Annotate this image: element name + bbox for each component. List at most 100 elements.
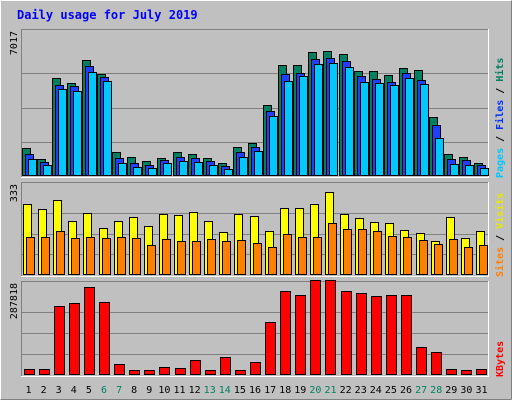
x-tick-label-day-14: 14 <box>219 385 231 396</box>
bar-pages-day-27 <box>420 84 429 176</box>
bar-pages-day-6 <box>103 81 112 176</box>
bar-sites-day-9 <box>147 245 156 275</box>
series-sites <box>26 223 488 275</box>
x-tick-label-day-19: 19 <box>294 385 306 396</box>
bar-kbytes-day-12 <box>190 360 201 375</box>
x-tick-label-day-9: 9 <box>146 385 152 396</box>
bar-sites-day-21 <box>328 223 337 275</box>
x-tick-label-day-23: 23 <box>355 385 367 396</box>
bar-sites-day-16 <box>253 243 262 275</box>
bar-sites-day-27 <box>419 240 428 275</box>
bar-sites-day-11 <box>177 241 186 275</box>
bar-kbytes-day-19 <box>295 295 306 375</box>
x-tick-label-day-20: 20 <box>309 385 321 396</box>
bar-kbytes-day-3 <box>54 306 65 375</box>
bar-pages-day-20 <box>314 64 323 176</box>
bar-sites-day-30 <box>464 247 473 275</box>
bar-sites-day-7 <box>117 237 126 275</box>
bar-pages-day-4 <box>73 91 82 176</box>
bar-kbytes-day-29 <box>446 369 457 375</box>
bar-sites-day-28 <box>434 244 443 275</box>
panel-sites-visits: 333 Sites / Visits <box>9 182 506 277</box>
bar-sites-day-24 <box>373 231 382 275</box>
series-kbytes <box>24 280 487 375</box>
bar-sites-day-26 <box>403 237 412 275</box>
bar-pages-day-7 <box>118 163 127 176</box>
bar-pages-day-18 <box>284 81 293 176</box>
bar-pages-day-12 <box>194 162 203 176</box>
bar-kbytes-day-25 <box>386 295 397 375</box>
legend-kbytes: KBytes <box>495 341 506 377</box>
bar-pages-day-23 <box>360 82 369 176</box>
bar-kbytes-day-21 <box>325 280 336 375</box>
bar-pages-day-11 <box>179 161 188 176</box>
bar-kbytes-day-14 <box>220 357 231 375</box>
legend-visits: Visits <box>494 193 506 229</box>
x-tick-label-day-12: 12 <box>189 385 201 396</box>
bar-kbytes-day-8 <box>129 370 140 375</box>
bar-kbytes-day-10 <box>159 367 170 375</box>
bar-kbytes-day-4 <box>69 303 80 375</box>
x-tick-label-day-4: 4 <box>71 385 77 396</box>
bar-kbytes-day-5 <box>84 287 95 375</box>
bar-pages-day-21 <box>329 63 338 176</box>
x-tick-label-day-29: 29 <box>445 385 457 396</box>
x-tick-label-day-3: 3 <box>56 385 62 396</box>
bar-pages-day-13 <box>209 165 218 176</box>
bar-sites-day-2 <box>41 237 50 275</box>
panel-legend: KBytes <box>495 341 506 377</box>
bar-kbytes-day-23 <box>356 293 367 375</box>
panel-legend: Sites / Visits <box>494 193 506 277</box>
panel-max-label: 7017 <box>9 31 20 55</box>
panel-pages-files-hits: 7017 Pages / Files / Hits <box>9 29 506 178</box>
x-tick-label-day-2: 2 <box>41 385 47 396</box>
bar-sites-day-25 <box>388 236 397 275</box>
bar-pages-day-9 <box>148 168 157 176</box>
panel-legend: Pages / Files / Hits <box>494 58 506 178</box>
bar-kbytes-day-6 <box>99 302 110 375</box>
x-tick-label-day-8: 8 <box>131 385 137 396</box>
bar-sites-day-31 <box>479 245 488 275</box>
bar-sites-day-3 <box>56 231 65 275</box>
x-tick-label-day-10: 10 <box>158 385 170 396</box>
x-tick-label-day-31: 31 <box>475 385 487 396</box>
bar-pages-day-15 <box>239 157 248 176</box>
bar-pages-day-3 <box>58 89 67 176</box>
bar-kbytes-day-2 <box>39 369 50 375</box>
legend-pages: Pages <box>495 148 506 178</box>
bar-pages-day-19 <box>299 76 308 176</box>
bar-sites-day-6 <box>102 238 111 275</box>
x-tick-label-day-30: 30 <box>460 385 472 396</box>
bar-kbytes-day-31 <box>476 369 487 375</box>
legend-separator: / <box>495 229 506 247</box>
bar-sites-day-15 <box>237 240 246 275</box>
x-tick-label-day-7: 7 <box>116 385 122 396</box>
bar-pages-day-28 <box>435 138 444 176</box>
chart-panels: 7017 Pages / Files / Hits 333 Sites / Visit… <box>9 29 506 377</box>
x-tick-label-day-11: 11 <box>173 385 185 396</box>
x-tick-label-day-6: 6 <box>101 385 107 396</box>
legend-separator: / <box>495 82 506 100</box>
bar-kbytes-day-22 <box>341 291 352 375</box>
bar-pages-day-17 <box>269 116 278 176</box>
bar-kbytes-day-13 <box>205 370 216 375</box>
x-tick-label-day-27: 27 <box>415 385 427 396</box>
x-tick-label-day-5: 5 <box>86 385 92 396</box>
bar-sites-day-14 <box>222 241 231 275</box>
panel-max-label: 333 <box>9 184 20 202</box>
bar-pages-day-14 <box>224 169 233 176</box>
bar-kbytes-day-16 <box>250 362 261 375</box>
bar-sites-day-4 <box>71 238 80 275</box>
bar-sites-day-10 <box>162 239 171 275</box>
legend-hits: Hits <box>494 58 506 82</box>
bar-sites-day-20 <box>313 237 322 275</box>
x-tick-label-day-22: 22 <box>340 385 352 396</box>
bar-pages-day-24 <box>375 83 384 176</box>
bar-sites-day-19 <box>298 237 307 275</box>
x-tick-label-day-25: 25 <box>385 385 397 396</box>
x-tick-label-day-21: 21 <box>324 385 336 396</box>
bar-pages-day-10 <box>163 163 172 176</box>
bar-kbytes-day-18 <box>280 291 291 375</box>
